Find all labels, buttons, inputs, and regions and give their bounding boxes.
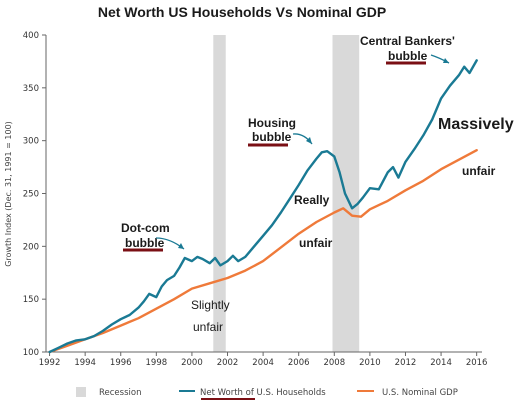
annotations: Dot-com bubble Housing bubble Central Ba… <box>121 34 514 334</box>
annotation-central-bankers: Central Bankers' <box>360 34 455 48</box>
x-tick-label: 1998 <box>146 358 168 368</box>
annotation-slightly-unfair: unfair <box>193 320 223 334</box>
x-tick-label: 2006 <box>288 358 310 368</box>
axes: 100 150 200 250 300 350 400 1992 1994 1996 1998 200… <box>23 31 488 368</box>
annotation-dotcom: Dot-com <box>121 221 170 235</box>
x-tick-label: 2010 <box>359 358 381 368</box>
x-tick-label: 1992 <box>39 358 61 368</box>
x-tick-label: 2016 <box>466 358 488 368</box>
legend-label-net-worth: Net Worth of U.S. Households <box>200 388 326 398</box>
x-tick-label: 2012 <box>395 358 417 368</box>
annotation-really: Really <box>294 193 330 207</box>
y-tick-label: 300 <box>23 137 39 147</box>
legend-swatch-recession <box>76 387 86 397</box>
y-tick-label: 200 <box>23 242 39 252</box>
y-tick-label: 250 <box>23 190 39 200</box>
annotation-dotcom-bubble: bubble <box>125 236 165 250</box>
x-tick-label: 1994 <box>74 358 96 368</box>
x-tick-label: 2014 <box>430 358 452 368</box>
annotation-housing-bubble: bubble <box>252 130 292 144</box>
annotation-central-arrowhead <box>443 58 449 63</box>
chart-title: Net Worth US Households Vs Nominal GDP <box>98 4 386 20</box>
annotation-really-unfair: unfair <box>299 236 333 250</box>
recession-band-1 <box>213 35 226 352</box>
legend: Recession Net Worth of U.S. Households U… <box>76 387 458 400</box>
series <box>48 59 478 354</box>
x-tick-label: 2002 <box>217 358 239 368</box>
x-tick-label: 2004 <box>252 358 274 368</box>
y-axis-label: Growth Index (Dec. 31, 1991 = 100) <box>4 121 13 267</box>
y-tick-label: 150 <box>23 295 39 305</box>
series-line-net-worth <box>48 59 478 354</box>
x-tick-label: 2008 <box>323 358 345 368</box>
legend-label-gdp: U.S. Nominal GDP <box>382 388 458 398</box>
annotation-central-bubble: bubble <box>388 49 428 63</box>
recession-bands <box>213 35 360 352</box>
x-tick-label: 1996 <box>110 358 132 368</box>
annotation-massively: Massively <box>438 116 514 133</box>
legend-label-recession: Recession <box>99 388 141 398</box>
annotation-slightly: Slightly <box>191 298 230 312</box>
annotation-massively-unfair: unfair <box>462 164 496 178</box>
series-line-gdp <box>48 148 478 354</box>
y-tick-label: 400 <box>23 31 39 41</box>
annotation-housing-arrowhead <box>306 137 312 144</box>
y-tick-label: 350 <box>23 84 39 94</box>
annotation-dotcom-arrowhead <box>178 243 184 249</box>
y-tick-label: 100 <box>23 348 39 358</box>
x-tick-label: 2000 <box>181 358 203 368</box>
annotation-housing: Housing <box>248 116 296 130</box>
